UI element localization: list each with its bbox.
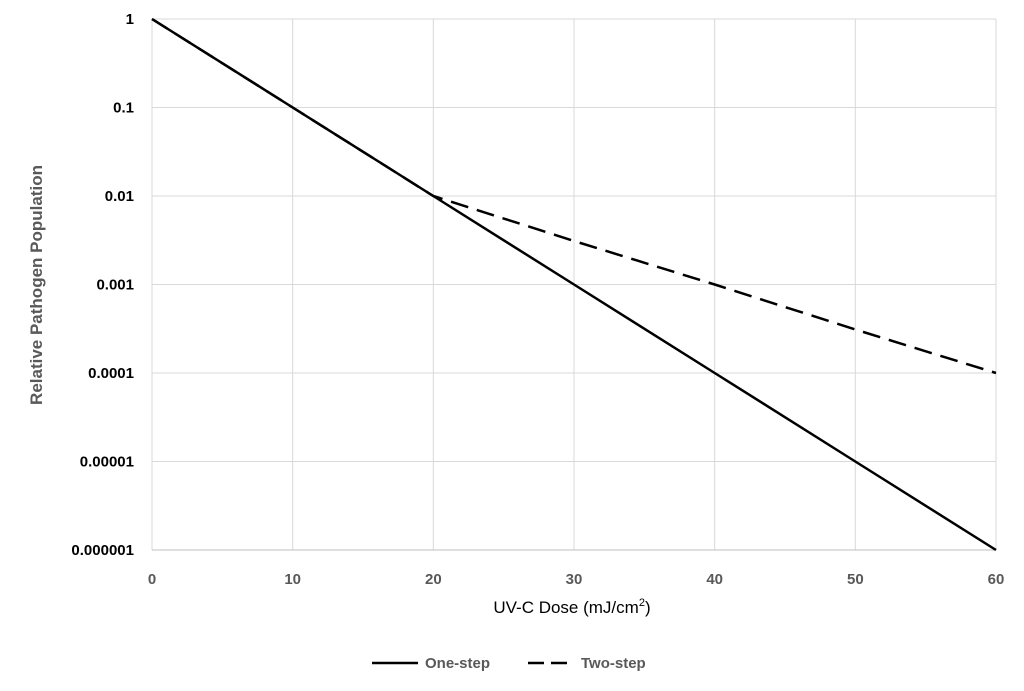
x-tick-label: 60 — [988, 571, 1005, 588]
y-tick-label: 0.00001 — [80, 454, 134, 471]
x-tick-labels: 0 10 20 30 40 50 60 — [148, 571, 1005, 588]
series-line-two-step — [151, 17, 997, 375]
legend: One-step Two-step — [372, 655, 646, 672]
y-tick-label: 0.0001 — [88, 365, 134, 382]
y-axis-title: Relative Pathogen Population — [27, 165, 46, 405]
x-tick-label: 40 — [706, 571, 723, 588]
x-tick-label: 50 — [847, 571, 864, 588]
y-tick-label: 0.000001 — [71, 542, 134, 559]
y-tick-label: 0.1 — [113, 100, 134, 117]
y-tick-label: 1 — [126, 11, 134, 28]
y-tick-label: 0.001 — [96, 277, 134, 294]
x-tick-label: 30 — [566, 571, 583, 588]
y-tick-labels: 0.000001 0.00001 0.0001 0.001 0.01 0.1 1 — [71, 11, 134, 559]
x-tick-label: 0 — [148, 571, 156, 588]
y-tick-label: 0.01 — [105, 188, 134, 205]
x-axis-title: UV-C Dose (mJ/cm2) — [493, 597, 650, 617]
legend-label: Two-step — [581, 655, 646, 672]
x-tick-label: 10 — [284, 571, 301, 588]
series-lines — [151, 17, 997, 552]
x-tick-label: 20 — [425, 571, 442, 588]
legend-label: One-step — [425, 655, 490, 672]
